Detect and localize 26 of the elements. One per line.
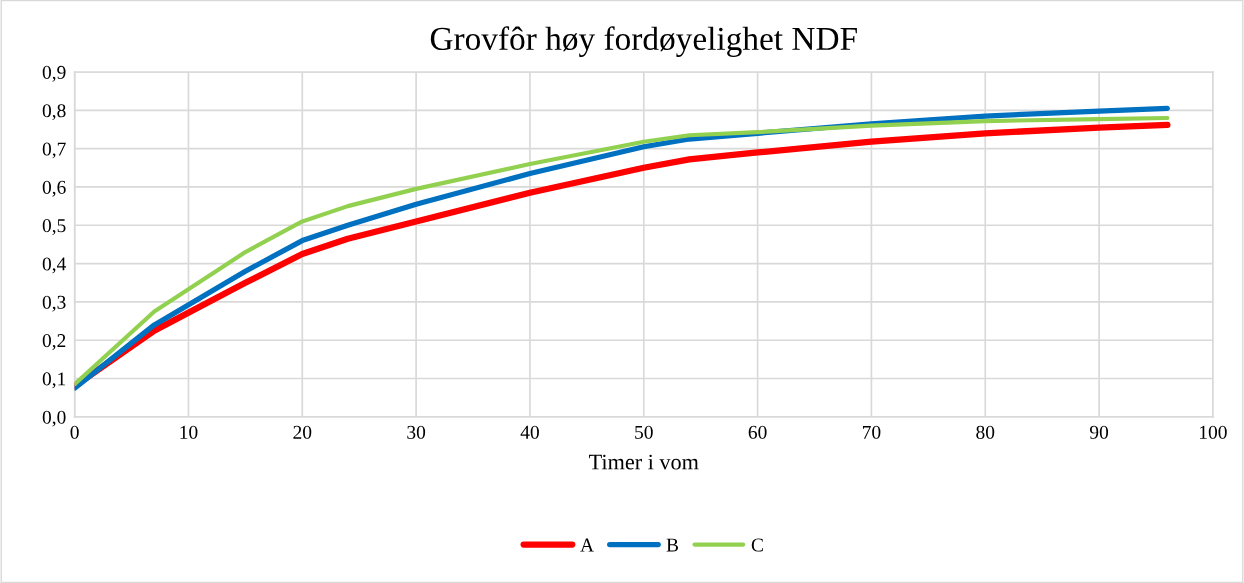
- y-tick-label: 0,3: [42, 295, 66, 312]
- y-tick-label: 0,5: [42, 219, 66, 235]
- x-tick-label: 30: [407, 425, 426, 439]
- x-tick-label: 50: [635, 425, 653, 439]
- x-tick-label: 60: [748, 425, 767, 439]
- y-tick-label: 0,0: [42, 410, 66, 427]
- y-tick-label: 0,2: [42, 334, 66, 350]
- legend-label: A: [580, 538, 594, 552]
- x-tick-label: 0: [70, 425, 79, 439]
- x-tick-label: 90: [1089, 425, 1109, 439]
- y-tick-label: 0,6: [42, 180, 66, 197]
- x-tick-label: 10: [180, 425, 198, 439]
- y-tick-label: 0,1: [42, 372, 66, 389]
- y-tick-label: 0,7: [42, 142, 66, 159]
- x-tick-label: 100: [1200, 425, 1227, 439]
- x-axis-title: Timer i vom: [589, 454, 699, 470]
- legend-label: C: [751, 538, 763, 552]
- y-tick-label: 0,8: [42, 104, 66, 121]
- y-tick-label: 0,4: [42, 257, 66, 274]
- chart-title: Grovfôr høy fordøyelighet NDF: [430, 26, 857, 57]
- y-tick-label: 0,9: [42, 65, 66, 82]
- legend-label: B: [666, 538, 679, 552]
- x-tick-label: 70: [862, 425, 881, 439]
- x-tick-label: 20: [293, 425, 312, 439]
- x-tick-label: 40: [520, 425, 539, 439]
- x-tick-label: 80: [976, 425, 995, 439]
